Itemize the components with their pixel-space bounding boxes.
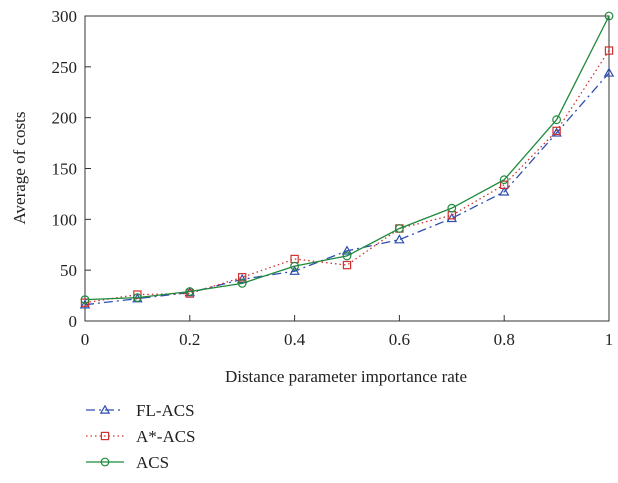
x-axis-title: Distance parameter importance rate [225,367,467,386]
data-point-acs [185,287,195,296]
series-line-fl-acs [84,72,610,306]
data-point-fl-acs [603,67,615,77]
series-acs [80,11,614,305]
x-tick-label: 0.8 [494,330,515,349]
data-point-fl-acs [289,265,300,275]
x-tick-label: 0 [81,330,90,349]
data-point-acs [132,293,142,303]
legend-marker-a-acs [100,431,110,441]
legend-marker-acs [100,457,110,467]
y-tick-label: 150 [52,160,78,179]
series-a-acs [80,46,614,307]
legend-label-acs: ACS [136,453,169,472]
legend-marker-fl-acs [99,404,111,414]
plot-frame [84,15,610,322]
x-tick-label: 0.6 [389,330,410,349]
series-line-acs [84,15,610,301]
legend-label-a-acs: A*-ACS [136,427,196,446]
data-point-a-acs [604,46,614,55]
data-point-acs [342,251,352,261]
data-point-a-acs [342,260,352,270]
legend-label-fl-acs: FL-ACS [136,401,195,420]
data-point-acs [80,295,90,305]
legend: FL-ACS A*-ACS ACS [86,401,196,472]
data-point-fl-acs [446,212,458,223]
y-tick-label: 200 [52,109,78,128]
series-group [79,11,615,309]
data-point-acs [290,261,300,271]
data-point-fl-acs [236,273,248,284]
data-point-fl-acs [394,234,405,244]
axes [84,15,610,322]
y-tick-label: 0 [69,312,78,331]
data-point-acs [552,115,561,125]
data-point-a-acs [500,180,509,189]
data-point-acs [499,175,509,185]
x-tick-label: 0.4 [284,330,306,349]
x-tick-label: 0.2 [179,330,200,349]
tick-group: 0 0.2 0.4 0.6 0.8 1 0 50 100 150 200 250 300 [52,7,614,349]
data-point-fl-acs [79,299,91,309]
series-line-a-acs [84,50,610,304]
data-point-fl-acs [551,127,562,137]
y-tick-label: 50 [60,261,77,280]
y-tick-label: 300 [52,7,78,26]
y-tick-label: 100 [52,210,78,229]
y-tick-label: 250 [52,58,78,77]
data-point-acs [447,203,457,213]
x-tick-label: 1 [605,330,614,349]
data-point-a-acs [290,254,299,264]
data-point-a-acs [238,273,247,282]
y-axis-title: Average of costs [10,112,29,225]
data-point-a-acs [552,126,561,136]
data-point-fl-acs [498,186,510,196]
series-fl-acs [79,67,615,309]
data-point-acs [604,11,614,21]
data-point-fl-acs [341,245,353,255]
data-point-acs [395,224,404,233]
data-point-acs [237,278,247,288]
